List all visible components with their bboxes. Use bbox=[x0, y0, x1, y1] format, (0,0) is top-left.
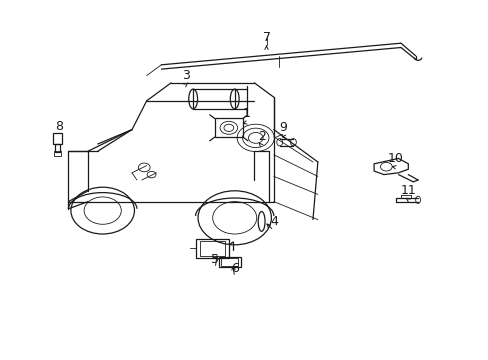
Bar bbox=[221, 258, 238, 266]
Text: 7: 7 bbox=[262, 31, 270, 44]
Bar bbox=[54, 151, 61, 156]
Text: 1: 1 bbox=[243, 107, 250, 120]
Bar bbox=[53, 133, 61, 144]
Bar bbox=[55, 144, 60, 152]
Text: 9: 9 bbox=[279, 121, 287, 134]
Text: 5: 5 bbox=[211, 253, 219, 266]
Text: 8: 8 bbox=[55, 120, 62, 132]
Text: 3: 3 bbox=[182, 69, 189, 82]
Text: 10: 10 bbox=[387, 152, 403, 165]
Bar bbox=[214, 118, 243, 137]
Bar bbox=[218, 257, 240, 267]
Bar bbox=[193, 89, 234, 109]
Text: 11: 11 bbox=[400, 184, 415, 197]
Text: 2: 2 bbox=[257, 130, 265, 143]
Bar bbox=[196, 239, 229, 258]
Bar bbox=[200, 241, 225, 256]
Text: 4: 4 bbox=[269, 215, 277, 228]
Text: 6: 6 bbox=[230, 262, 238, 275]
